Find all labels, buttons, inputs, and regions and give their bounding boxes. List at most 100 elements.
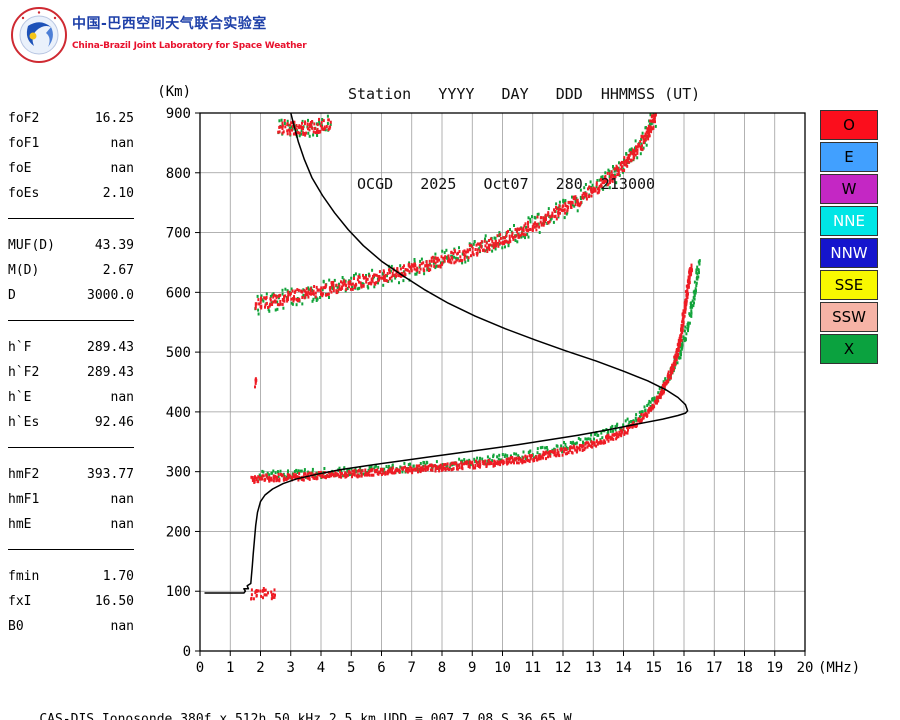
x-tick-label: 20 [797, 660, 814, 676]
legend-item-nne: NNE [820, 206, 878, 236]
x-tick-label: 17 [706, 660, 723, 676]
x-tick-label: 10 [494, 660, 511, 676]
parameter-row-md: M(D) 2.67 [8, 258, 134, 283]
parameter-row-hf2: h`F2 289.43 [8, 360, 134, 385]
y-tick-label: 200 [166, 524, 191, 540]
parameter-group: hmF2 393.77 hmF1 nan hmE nan [8, 462, 134, 550]
parameter-value: nan [110, 161, 134, 176]
parameter-group: foF2 16.25 foF1 nan foE nan foEs 2.10 [8, 106, 134, 219]
lab-title-english: China-Brazil Joint Laboratory for Space … [72, 41, 307, 51]
x-tick-label: 13 [585, 660, 602, 676]
station-info: Station YYYY DAY DDD HHMMSS (UT) OCGD 20… [348, 19, 700, 259]
lab-title-chinese: 中国-巴西空间天气联合实验室 [72, 16, 267, 32]
x-tick-label: 6 [377, 660, 385, 676]
parameter-row-hmf1: hmF1 nan [8, 487, 134, 512]
parameter-label: foF2 [8, 111, 40, 126]
parameter-panel: foF2 16.25 foF1 nan foE nan foEs 2.10 MUF(D) 43.3… [8, 106, 134, 665]
status-line: CAS-DIS Ionosonde 380f x 512h 50 kHz 2.5… [39, 712, 572, 720]
parameter-label: B0 [8, 619, 24, 634]
legend-item-o: O [820, 110, 878, 140]
lab-titles: 中国-巴西空间天气联合实验室 China-Brazil Joint Labora… [72, 13, 352, 51]
parameter-value: 289.43 [87, 340, 134, 355]
legend-item-sse: SSE [820, 270, 878, 300]
parameter-value: nan [110, 517, 134, 532]
parameter-value: 92.46 [94, 415, 134, 430]
parameter-value: nan [110, 136, 134, 151]
parameter-group: MUF(D) 43.39 M(D) 2.67 D 3000.0 [8, 233, 134, 321]
parameter-group: h`F 289.43 h`F2 289.43 h`E nan h`Es 92.46 [8, 335, 134, 448]
parameter-row-fxi: fxI 16.50 [8, 589, 134, 614]
x-tick-label: 2 [256, 660, 264, 676]
parameter-value: 16.50 [94, 594, 134, 609]
parameter-label: M(D) [8, 263, 40, 278]
parameter-value: 2.10 [102, 186, 134, 201]
parameter-label: hmF2 [8, 467, 40, 482]
station-header-row: Station YYYY DAY DDD HHMMSS (UT) [348, 85, 701, 103]
parameter-label: h`E [8, 390, 32, 405]
x-tick-label: 15 [645, 660, 662, 676]
second-hop-o-trace [254, 113, 657, 310]
parameter-label: foF1 [8, 136, 40, 151]
x-tick-label: 4 [317, 660, 325, 676]
x-axis-unit-label: (MHz) [818, 660, 860, 676]
x-tick-label: 9 [468, 660, 476, 676]
x-tick-label: 5 [347, 660, 355, 676]
y-tick-label: 300 [166, 465, 191, 481]
x-tick-label: 16 [676, 660, 693, 676]
status-bar: CAS-DIS Ionosonde 380f x 512h 50 kHz 2.5… [8, 697, 572, 720]
x-tick-label: 14 [615, 660, 632, 676]
parameter-row-hme: hmE nan [8, 512, 134, 537]
parameter-label: h`F [8, 340, 32, 355]
x-tick-label: 0 [196, 660, 204, 676]
legend-item-x: X [820, 334, 878, 364]
parameter-label: hmE [8, 517, 32, 532]
y-tick-label: 600 [166, 285, 191, 301]
station-values-row: OCGD 2025 Oct07 280 213000 [348, 175, 656, 193]
parameter-value: 3000.0 [87, 288, 134, 303]
parameter-label: fxI [8, 594, 32, 609]
parameter-row-b0: B0 nan [8, 614, 134, 639]
parameter-value: nan [110, 390, 134, 405]
y-tick-label: 800 [166, 166, 191, 182]
legend: O E W NNE NNW SSE SSW X [820, 110, 878, 366]
parameter-row-fof1: foF1 nan [8, 131, 134, 156]
y-tick-label: 100 [166, 584, 191, 600]
parameter-label: MUF(D) [8, 238, 55, 253]
parameter-label: h`F2 [8, 365, 40, 380]
legend-item-e: E [820, 142, 878, 172]
y-tick-label: 900 [166, 106, 191, 122]
parameter-row-hf: h`F 289.43 [8, 335, 134, 360]
parameter-row-hmf2: hmF2 393.77 [8, 462, 134, 487]
y-tick-label: 500 [166, 345, 191, 361]
true-height-profile [204, 112, 689, 594]
y-tick-label: 0 [183, 644, 191, 660]
parameter-row-d: D 3000.0 [8, 283, 134, 308]
legend-item-nnw: NNW [820, 238, 878, 268]
parameter-label: fmin [8, 569, 40, 584]
parameter-value: 393.77 [87, 467, 134, 482]
legend-item-w: W [820, 174, 878, 204]
parameter-row-foes: foEs 2.10 [8, 181, 134, 206]
parameter-label: hmF1 [8, 492, 40, 507]
plot-frame [199, 112, 806, 652]
parameter-row-hes: h`Es 92.46 [8, 410, 134, 435]
parameter-row-fmin: fmin 1.70 [8, 564, 134, 589]
y-tick-label: 400 [166, 405, 191, 421]
parameter-value: nan [110, 492, 134, 507]
es-layer-o-trace [250, 587, 276, 601]
parameter-row-fof2: foF2 16.25 [8, 106, 134, 131]
y-axis-unit-label: (Km) [157, 84, 191, 100]
x-tick-label: 18 [736, 660, 753, 676]
lab-logo-icon [11, 7, 67, 63]
x-tick-label: 19 [766, 660, 783, 676]
x-tick-label: 3 [287, 660, 295, 676]
parameter-value: 2.67 [102, 263, 134, 278]
parameter-label: foEs [8, 186, 40, 201]
parameter-row-he: h`E nan [8, 385, 134, 410]
x-tick-label: 12 [555, 660, 572, 676]
lab-logo [10, 6, 68, 64]
y-tick-label: 700 [166, 226, 191, 242]
x-tick-label: 1 [226, 660, 234, 676]
